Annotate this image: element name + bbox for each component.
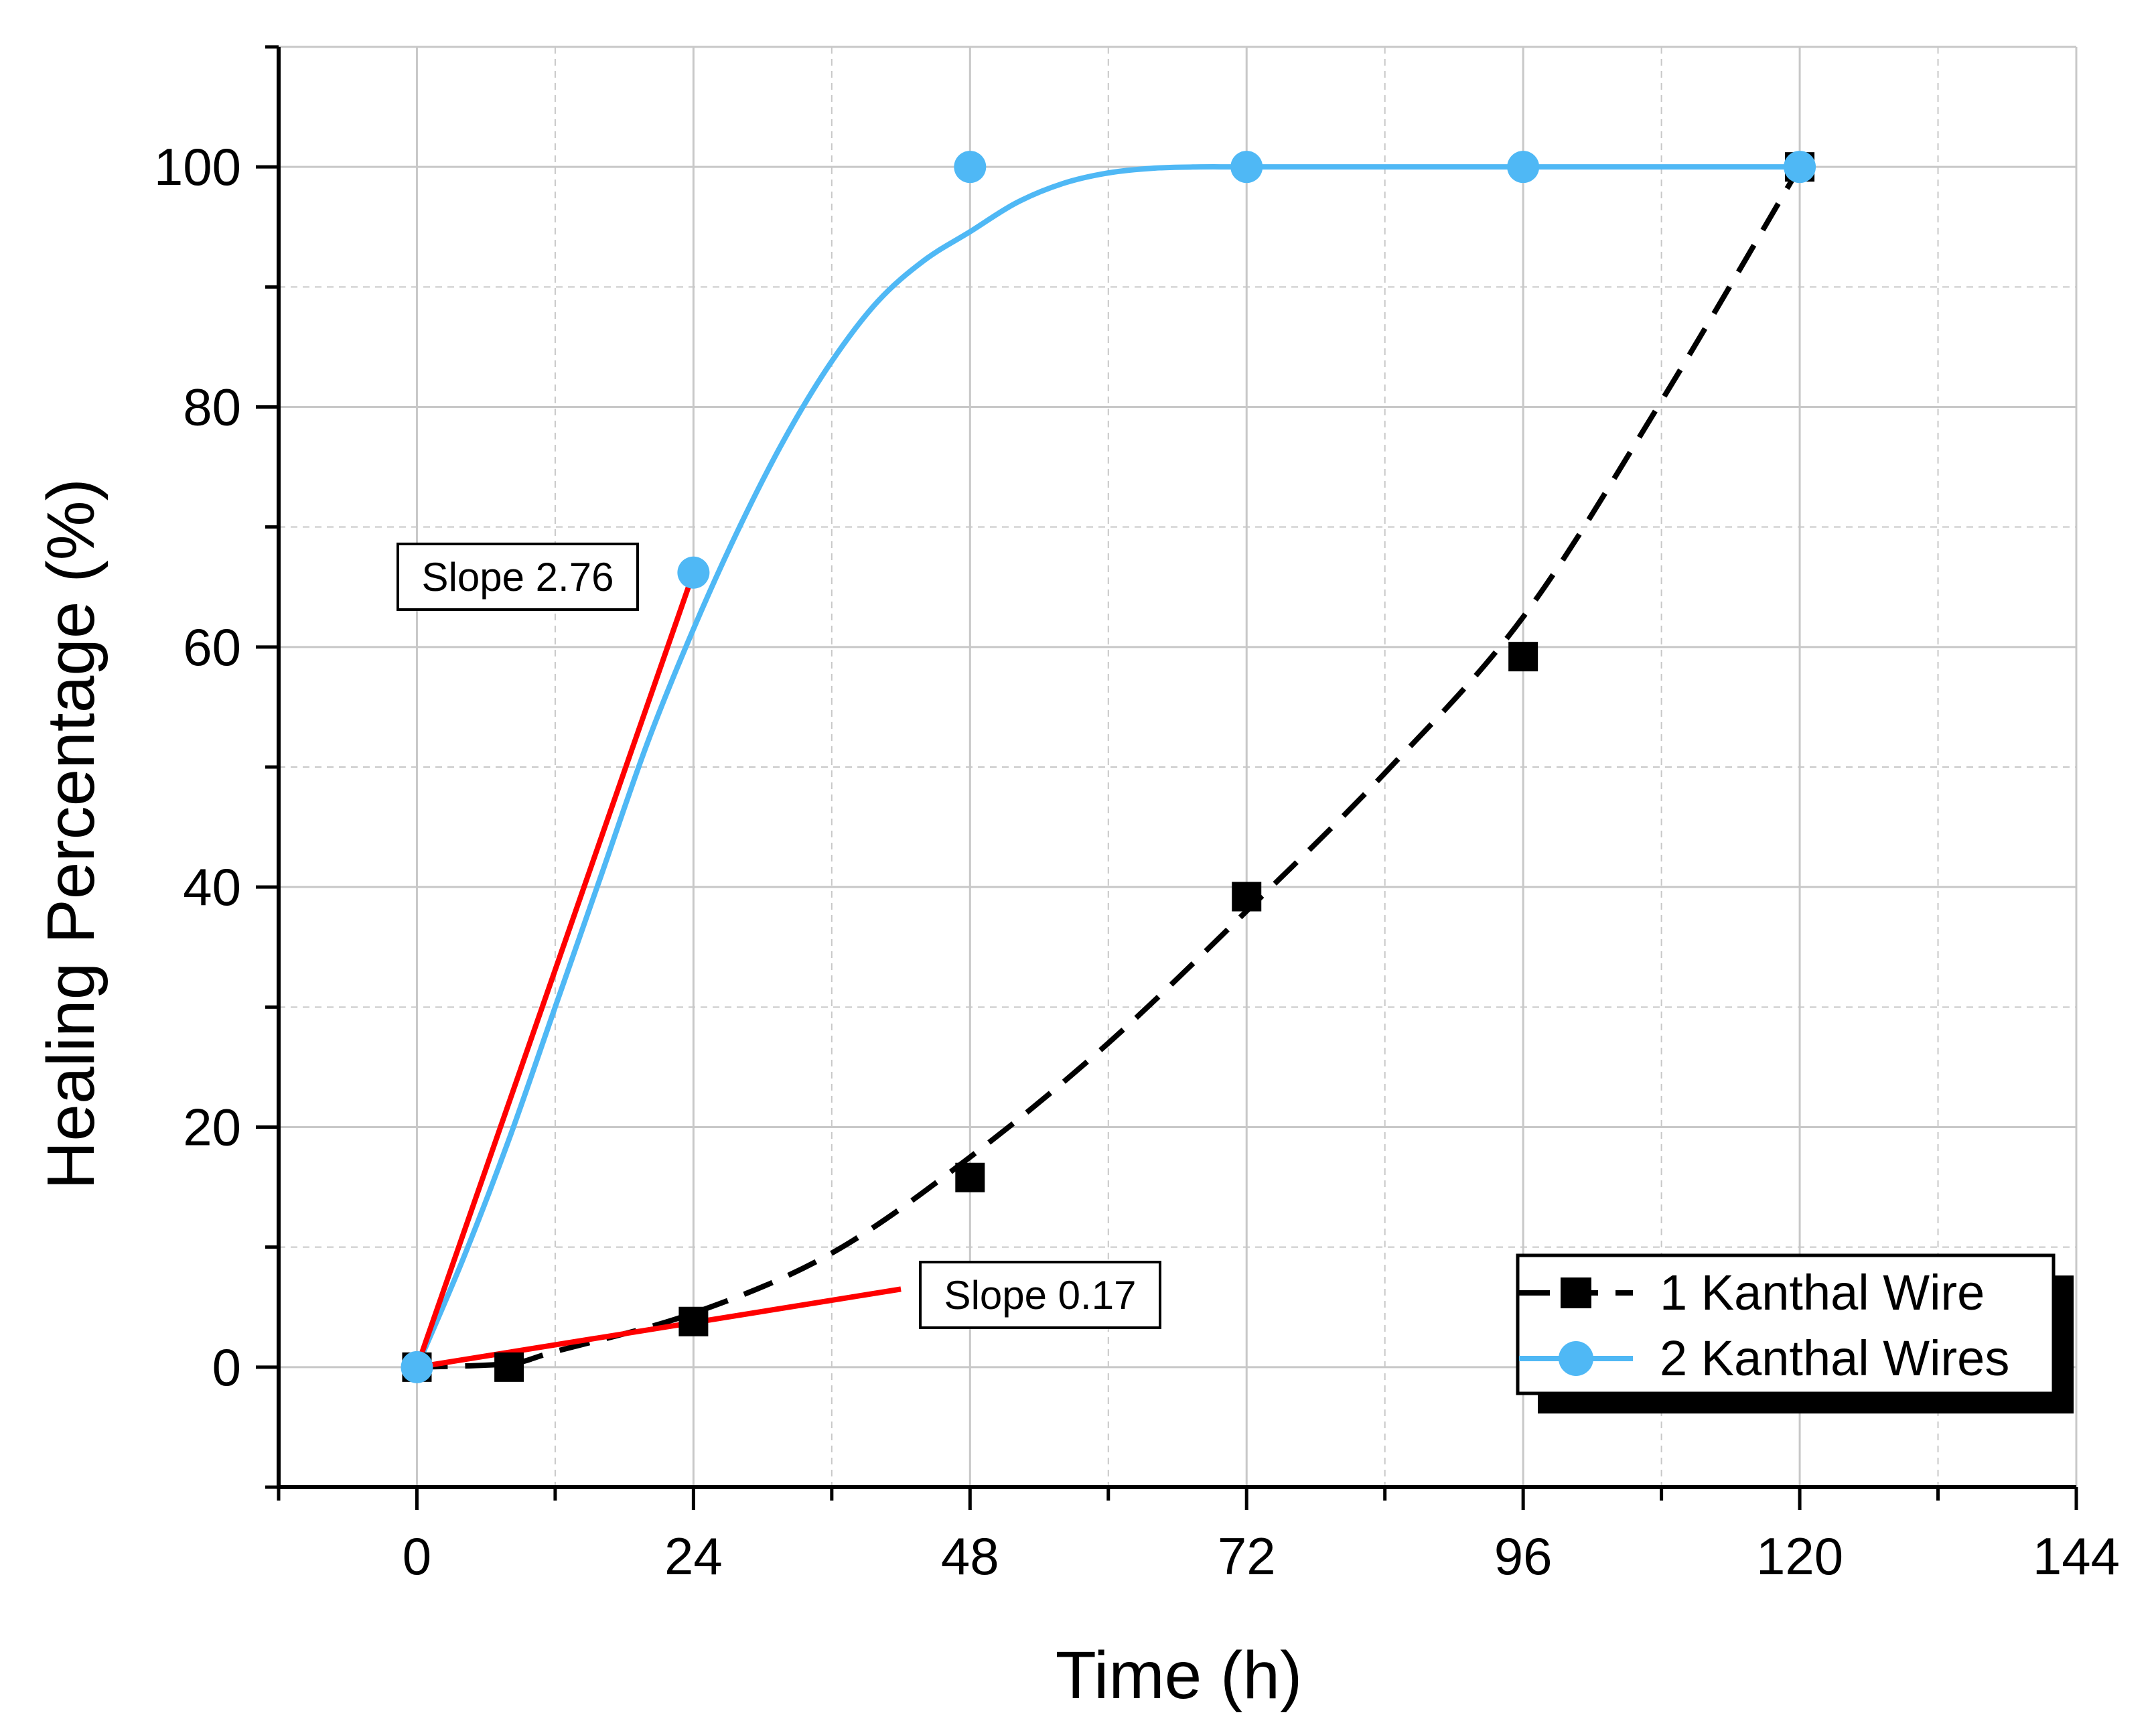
data-point-square xyxy=(955,1162,985,1192)
slope-annotation-0-17: Slope 0.17 xyxy=(919,1261,1161,1329)
axes xyxy=(256,45,2078,1510)
data-point-circle xyxy=(677,556,710,589)
y-tick-label: 20 xyxy=(183,1098,241,1157)
y-tick-label: 80 xyxy=(183,378,241,437)
slope-annotation-box xyxy=(919,1261,1161,1329)
data-point-circle xyxy=(1507,151,1540,184)
fit-curve-2-kanthal-wires xyxy=(414,164,1800,1369)
legend-label-2-kanthal: 2 Kanthal Wires xyxy=(1660,1330,2009,1386)
data-point-square xyxy=(1232,882,1262,912)
x-tick-label: 24 xyxy=(664,1527,723,1586)
grid xyxy=(279,46,2078,1487)
y-tick-label: 100 xyxy=(154,137,241,196)
slope-annotation-label: Slope 2.76 xyxy=(422,555,614,600)
legend-marker-circle xyxy=(1559,1341,1593,1376)
slope-annotation-box xyxy=(397,543,639,611)
legend-label-1-kanthal: 1 Kanthal Wire xyxy=(1660,1265,1985,1320)
data-point-circle xyxy=(1784,151,1816,184)
data-point-square xyxy=(1508,642,1538,672)
legend: 1 Kanthal Wire 2 Kanthal Wires xyxy=(1516,1253,2074,1413)
data-point-circle xyxy=(401,1351,433,1383)
y-axis-title: Healing Percentage (%) xyxy=(33,478,109,1190)
legend-box xyxy=(1516,1253,2056,1395)
x-tick-label: 48 xyxy=(941,1527,999,1586)
data-point-circle xyxy=(1230,151,1263,184)
x-tick-label: 0 xyxy=(403,1527,431,1586)
y-tick-label: 60 xyxy=(183,618,241,677)
y-tick-label: 0 xyxy=(212,1338,241,1397)
x-tick-label: 144 xyxy=(2033,1527,2120,1586)
x-axis-title: Time (h) xyxy=(1056,1638,1303,1713)
slope-annotation-label: Slope 0.17 xyxy=(944,1273,1137,1318)
markers xyxy=(401,151,1816,1383)
data-point-square xyxy=(678,1306,709,1336)
slope-line xyxy=(414,571,697,1369)
x-tick-label: 120 xyxy=(1756,1527,1843,1586)
y-tick-label: 40 xyxy=(183,857,241,916)
x-tick-label: 72 xyxy=(1218,1527,1276,1586)
x-tick-label: 96 xyxy=(1494,1527,1553,1586)
data-point-square xyxy=(494,1352,524,1382)
data-point-circle xyxy=(954,151,987,184)
tick-labels: 0 24 48 72 96 120 144 0 20 40 60 80 100 xyxy=(154,137,2120,1586)
legend-marker-square xyxy=(1561,1277,1591,1308)
slope-annotation-2-76: Slope 2.76 xyxy=(397,543,639,611)
